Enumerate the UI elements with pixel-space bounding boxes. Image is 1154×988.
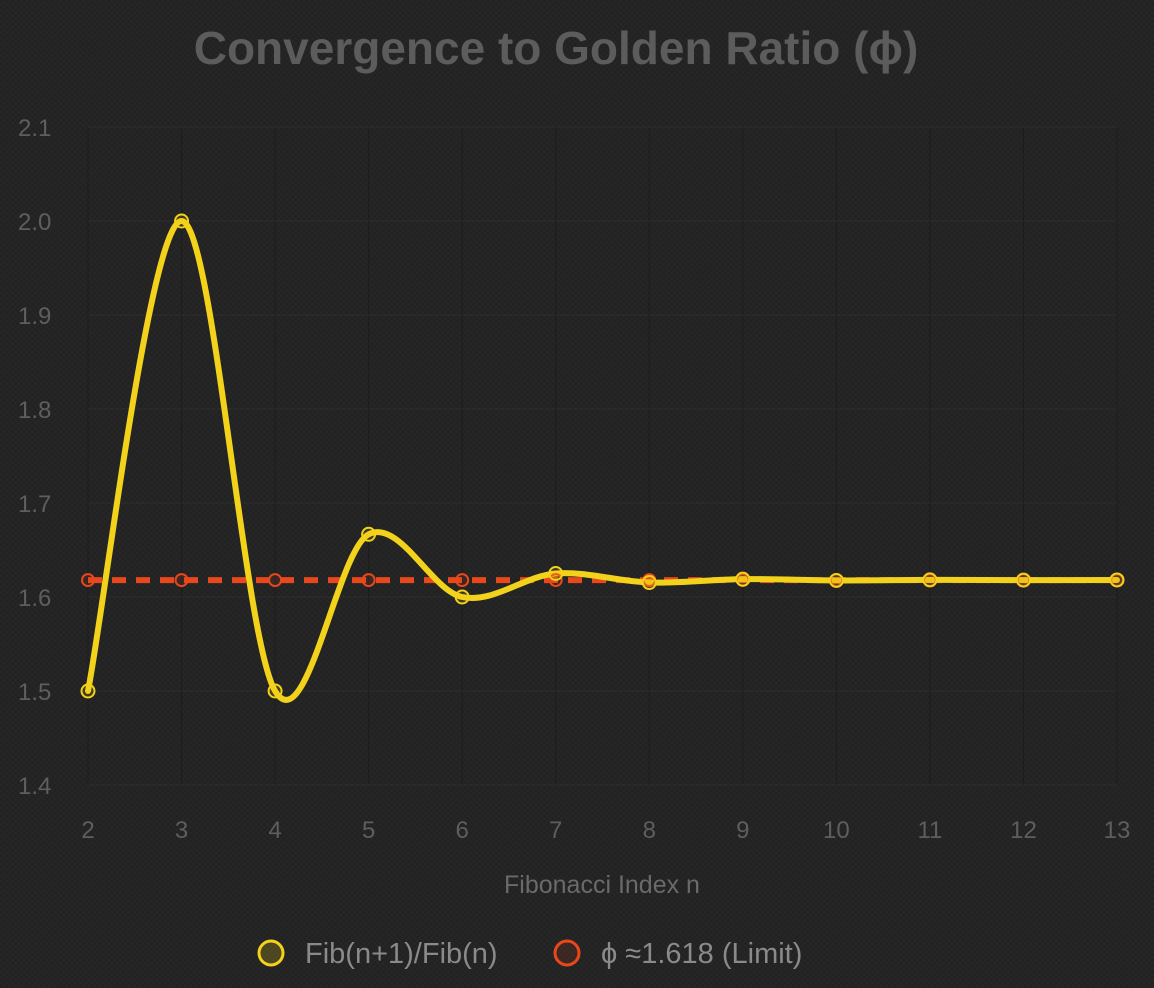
y-tick-label: 2.0 [18, 209, 51, 236]
x-tick-label: 3 [175, 817, 188, 844]
data-point-phi[interactable] [361, 573, 376, 588]
y-axis-ticks: 1.4 1.5 1.6 1.7 1.8 1.9 2.0 2.1 [18, 115, 51, 800]
data-point-ratio[interactable] [735, 571, 751, 587]
y-tick-label: 1.4 [18, 773, 51, 800]
x-tick-label: 9 [736, 817, 749, 844]
data-point-ratio[interactable] [641, 575, 657, 591]
data-point-ratio[interactable] [361, 526, 377, 542]
data-point-ratio[interactable] [1109, 572, 1125, 588]
series-line-ratio [85, 218, 1120, 703]
x-axis-ticks: 2 3 4 5 6 7 8 9 10 11 12 13 [81, 817, 1130, 844]
grid [87, 126, 1118, 786]
y-tick-label: 1.6 [18, 585, 51, 612]
x-tick-label: 11 [917, 817, 942, 844]
data-point-phi[interactable] [268, 573, 283, 588]
chart-title: Convergence to Golden Ratio (ϕ) [194, 22, 919, 74]
data-point-ratio[interactable] [80, 683, 96, 699]
y-tick-label: 1.9 [18, 303, 51, 330]
data-point-ratio[interactable] [922, 572, 938, 588]
legend-label-ratio: Fib(n+1)/Fib(n) [305, 938, 498, 970]
data-point-ratio[interactable] [548, 566, 564, 581]
y-tick-label: 1.5 [18, 679, 51, 706]
data-point-ratio[interactable] [1015, 572, 1031, 588]
data-point-ratio[interactable] [454, 589, 470, 605]
legend-item-phi[interactable]: ϕ ≈1.618 (Limit) [553, 938, 802, 970]
x-tick-label: 13 [1104, 817, 1131, 844]
data-point-phi[interactable] [174, 573, 189, 588]
series [80, 213, 1125, 703]
x-tick-label: 6 [456, 817, 469, 844]
y-tick-label: 2.1 [18, 115, 51, 142]
legend[interactable]: Fib(n+1)/Fib(n) ϕ ≈1.618 (Limit) [257, 938, 802, 970]
x-tick-label: 10 [823, 817, 850, 844]
x-tick-label: 2 [81, 817, 94, 844]
x-tick-label: 12 [1010, 817, 1037, 844]
legend-label-phi: ϕ ≈1.618 (Limit) [601, 938, 802, 970]
x-axis-title: Fibonacci Index n [504, 871, 700, 899]
y-tick-label: 1.8 [18, 397, 51, 424]
x-tick-label: 5 [362, 817, 375, 844]
data-point-ratio[interactable] [267, 683, 283, 699]
data-point-ratio[interactable] [174, 213, 190, 229]
y-tick-label: 1.7 [18, 491, 51, 518]
x-tick-label: 4 [268, 817, 281, 844]
legend-item-ratio[interactable]: Fib(n+1)/Fib(n) [257, 938, 498, 970]
x-tick-label: 8 [643, 817, 656, 844]
data-point-ratio[interactable] [828, 572, 844, 588]
data-point-phi[interactable] [81, 573, 95, 588]
legend-marker-ratio [257, 939, 285, 967]
x-tick-label: 7 [549, 817, 562, 844]
legend-marker-phi [553, 939, 581, 967]
data-point-phi[interactable] [455, 573, 470, 588]
